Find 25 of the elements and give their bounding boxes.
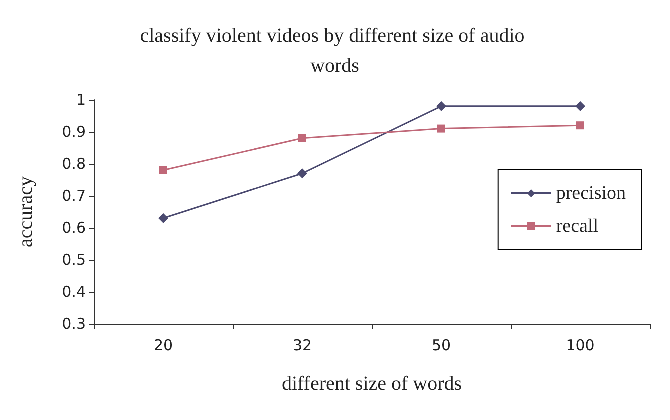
point bbox=[158, 213, 168, 224]
point bbox=[438, 124, 446, 133]
y-tick-label: 0.7 bbox=[62, 187, 86, 205]
point bbox=[576, 101, 586, 112]
y-tick-label: 1 bbox=[76, 91, 86, 109]
x-tick-label: 100 bbox=[566, 336, 595, 354]
legend-label: precision bbox=[556, 183, 626, 204]
x-tick-label: 50 bbox=[432, 336, 452, 354]
point bbox=[298, 134, 306, 142]
x-axis-title: different size of words bbox=[282, 373, 462, 395]
y-tick-label: 0.9 bbox=[62, 123, 86, 141]
point bbox=[576, 122, 584, 130]
y-tick-label: 0.5 bbox=[62, 251, 86, 269]
point bbox=[298, 168, 308, 179]
y-axis-title: accuracy bbox=[15, 176, 37, 248]
y-tick-label: 0.3 bbox=[62, 315, 86, 333]
y-tick-label: 0.6 bbox=[62, 219, 86, 237]
y-tick-label: 0.4 bbox=[62, 283, 86, 301]
x-tick-label: 20 bbox=[154, 336, 174, 354]
x-tick-label: 32 bbox=[292, 336, 312, 354]
point bbox=[160, 166, 168, 174]
y-tick-label: 0.8 bbox=[62, 155, 86, 173]
point bbox=[436, 101, 446, 112]
legend-label: recall bbox=[556, 216, 599, 237]
chart-title: classify violent videos by different size of audio words bbox=[140, 25, 530, 77]
